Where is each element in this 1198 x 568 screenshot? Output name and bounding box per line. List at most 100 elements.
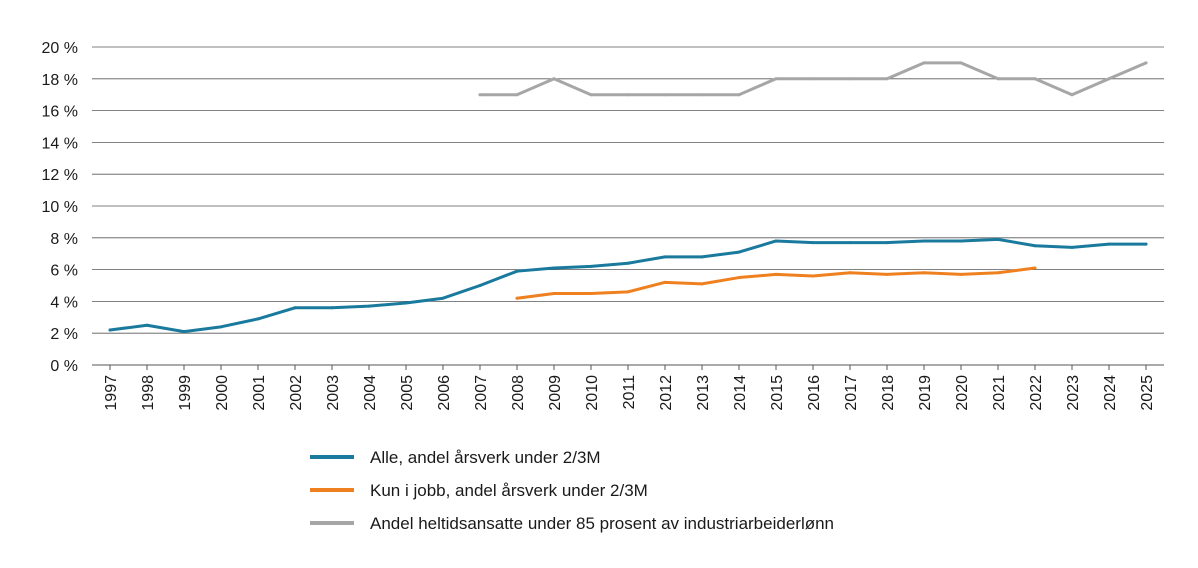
x-tick-label: 2018	[880, 375, 897, 411]
x-tick-label: 2004	[362, 375, 379, 411]
y-tick-label: 12 %	[42, 167, 78, 184]
data-point	[589, 93, 593, 97]
legend-label: Andel heltidsansatte under 85 prosent av…	[370, 514, 834, 533]
y-tick-label: 0 %	[50, 358, 78, 375]
data-point	[552, 77, 556, 81]
data-point	[626, 261, 630, 265]
data-point	[330, 306, 334, 310]
data-point	[848, 77, 852, 81]
data-point	[293, 306, 297, 310]
data-point	[515, 296, 519, 300]
y-axis-ticks: 0 % 2 % 4 % 6 % 8 % 10 % 12 % 14 % 16 % 18 % 20 %	[42, 40, 78, 375]
x-tick-label: 1997	[103, 375, 120, 411]
data-point	[108, 328, 112, 332]
data-point	[885, 77, 889, 81]
data-point	[774, 239, 778, 243]
data-point	[219, 325, 223, 329]
data-point	[811, 241, 815, 245]
data-point	[959, 61, 963, 65]
y-tick-label: 10 %	[42, 199, 78, 216]
data-point	[552, 266, 556, 270]
data-point	[478, 93, 482, 97]
data-point	[996, 77, 1000, 81]
gridlines	[92, 46, 1164, 366]
data-point	[1070, 245, 1074, 249]
data-point	[811, 274, 815, 278]
data-point	[848, 271, 852, 275]
x-tick-label: 2011	[621, 375, 638, 410]
x-tick-label: 2015	[769, 375, 786, 411]
data-point	[1033, 266, 1037, 270]
x-tick-label: 2023	[1065, 375, 1082, 411]
data-point	[922, 61, 926, 65]
x-tick-label: 2021	[991, 375, 1008, 411]
data-point	[922, 239, 926, 243]
data-point	[996, 237, 1000, 241]
data-point	[626, 93, 630, 97]
data-point	[589, 264, 593, 268]
data-point	[774, 77, 778, 81]
x-tick-label: 1999	[177, 375, 194, 411]
data-point	[737, 276, 741, 280]
series-lines	[108, 61, 1148, 334]
data-point	[737, 250, 741, 254]
data-point	[700, 282, 704, 286]
data-point	[996, 271, 1000, 275]
x-tick-label: 2007	[473, 375, 490, 411]
data-point	[1107, 242, 1111, 246]
data-point	[700, 93, 704, 97]
data-point	[663, 255, 667, 259]
x-tick-label: 1998	[140, 375, 157, 411]
data-point	[663, 93, 667, 97]
data-point	[182, 330, 186, 334]
x-tick-label: 2025	[1139, 375, 1156, 411]
data-point	[885, 241, 889, 245]
data-point	[589, 291, 593, 295]
x-tick-label: 2024	[1102, 375, 1119, 411]
data-point	[256, 317, 260, 321]
legend-label: Alle, andel årsverk under 2/3M	[370, 448, 601, 467]
x-tick-label: 2017	[843, 375, 860, 411]
data-point	[145, 323, 149, 327]
data-point	[441, 296, 445, 300]
y-tick-label: 16 %	[42, 104, 78, 121]
x-tick-label: 2019	[917, 375, 934, 411]
x-tick-label: 2005	[399, 375, 416, 411]
x-tick-label: 2002	[288, 375, 305, 411]
x-tick-label: 2001	[251, 375, 268, 411]
data-point	[552, 291, 556, 295]
x-tick-label: 2003	[325, 375, 342, 411]
data-point	[1033, 77, 1037, 81]
x-tick-label: 2010	[584, 375, 601, 411]
data-point	[515, 269, 519, 273]
data-point	[1033, 244, 1037, 248]
legend-label: Kun i jobb, andel årsverk under 2/3M	[370, 481, 648, 500]
data-point	[885, 272, 889, 276]
data-point	[367, 304, 371, 308]
legend: Alle, andel årsverk under 2/3M Kun i jobb…	[310, 448, 834, 533]
data-point	[922, 271, 926, 275]
y-tick-label: 4 %	[50, 294, 78, 311]
x-tick-label: 2000	[214, 375, 231, 411]
x-tick-label: 2013	[695, 375, 712, 411]
series-line-2	[515, 266, 1037, 300]
data-point	[1144, 61, 1148, 65]
x-tick-label: 2014	[732, 375, 749, 411]
data-point	[404, 301, 408, 305]
y-tick-label: 8 %	[50, 231, 78, 248]
data-point	[1144, 242, 1148, 246]
y-tick-label: 2 %	[50, 326, 78, 343]
data-point	[774, 272, 778, 276]
data-point	[626, 290, 630, 294]
x-tick-label: 2009	[547, 375, 564, 411]
y-tick-label: 14 %	[42, 135, 78, 152]
data-point	[663, 280, 667, 284]
y-tick-label: 20 %	[42, 40, 78, 57]
x-tick-label: 2016	[806, 375, 823, 411]
y-tick-label: 6 %	[50, 263, 78, 280]
data-point	[811, 77, 815, 81]
series-line-1	[108, 237, 1148, 334]
data-point	[959, 239, 963, 243]
x-axis-ticks: 1997 1998 1999 2000 2001 2002 2003 2004 2005 2006…	[103, 365, 1156, 411]
